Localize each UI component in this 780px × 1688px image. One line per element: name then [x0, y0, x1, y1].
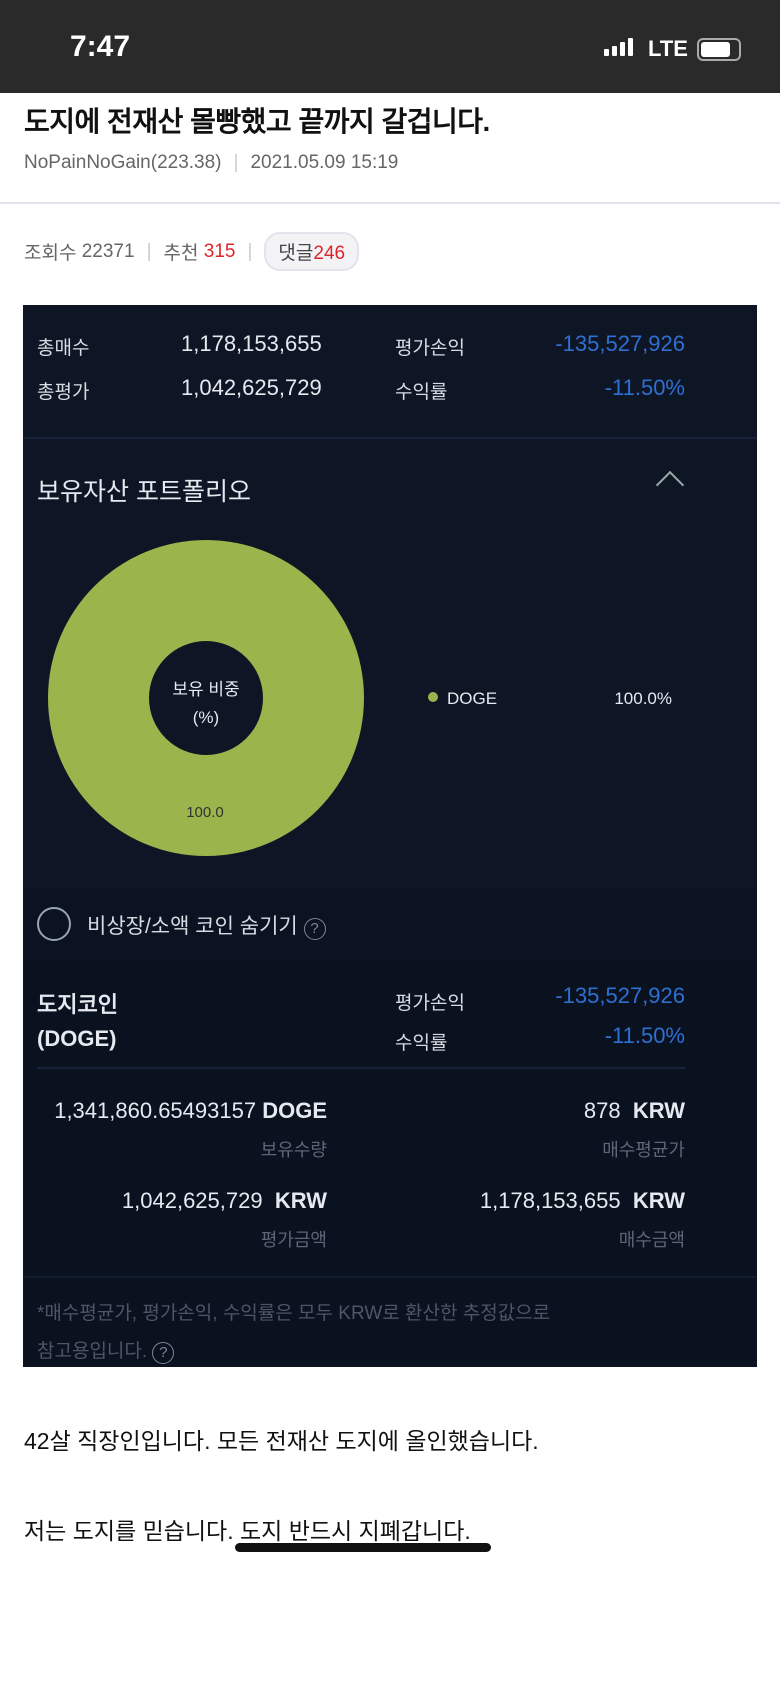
- disclaimer-line-1: *매수평균가, 평가손익, 수익률은 모두 KRW로 환산한 추정값으로: [37, 1303, 551, 1324]
- disclaimer-line-2: 참고용입니다.: [37, 1341, 148, 1362]
- coin-pnl-value: -135,527,926: [555, 983, 685, 1008]
- pnl-label: 평가손익: [395, 338, 465, 359]
- legend-percent: 100.0%: [614, 689, 672, 708]
- donut-hole: [149, 641, 263, 755]
- recommend-label: 추천: [163, 243, 199, 264]
- disclaimer: *매수평균가, 평가손익, 수익률은 모두 KRW로 환산한 추정값으로 참고용…: [37, 1295, 550, 1371]
- post-stats: 조회수 22371 | 추천 315 | 댓글246: [24, 232, 360, 271]
- help-icon[interactable]: ?: [152, 1342, 175, 1364]
- avg-number: 878: [583, 1098, 621, 1123]
- rate-value: -11.50%: [604, 375, 685, 400]
- hide-small-coins-toggle[interactable]: 비상장/소액 코인 숨기기 ?: [23, 888, 757, 960]
- slice-label: 100.0: [186, 804, 224, 821]
- post-meta: NoPainNoGain(223.38) | 2021.05.09 15:19: [24, 152, 399, 173]
- comments-button[interactable]: 댓글246: [264, 232, 360, 271]
- author[interactable]: NoPainNoGain(223.38): [24, 152, 222, 173]
- eval-number: 1,042,625,729: [121, 1188, 263, 1213]
- post-title: 도지에 전재산 몰빵했고 끝까지 갈겁니다.: [24, 106, 490, 137]
- status-bar: 7:47 LTE: [0, 0, 780, 93]
- donut-chart: 보유 비중 (%) 100.0 DOGE 100.0%: [48, 540, 672, 856]
- eval-value: 1,042,625,729 KRW: [122, 1188, 327, 1214]
- center-unit: (%): [193, 708, 219, 727]
- divider: [37, 1067, 685, 1069]
- post-date: 2021.05.09 15:19: [250, 152, 399, 173]
- qty-value: 1,341,860.65493157 DOGE: [54, 1098, 327, 1124]
- clock: 7:47: [70, 30, 131, 63]
- comments-label: 댓글: [278, 243, 314, 264]
- hide-label: 비상장/소액 코인 숨기기: [87, 915, 298, 938]
- divider: [23, 1276, 757, 1278]
- qty-label: 보유수량: [260, 1140, 327, 1160]
- views-label: 조회수: [24, 243, 77, 264]
- coin-rate-value: -11.50%: [604, 1023, 685, 1048]
- legend-dot: [428, 692, 438, 702]
- comments-count: 246: [313, 243, 346, 264]
- coin-section: 도지코인 (DOGE) 평가손익 -135,527,926 수익률 -11.50…: [23, 960, 757, 1367]
- buy-number: 1,178,153,655: [479, 1188, 621, 1213]
- recommend-count: 315: [203, 240, 236, 262]
- radio-button[interactable]: [37, 907, 71, 941]
- rate-label: 수익률: [395, 382, 448, 403]
- pnl-value: -135,527,926: [555, 331, 685, 356]
- total-buy-value: 1,178,153,655: [181, 331, 322, 356]
- avg-value: 878 KRW: [584, 1098, 685, 1124]
- coin-rate-label: 수익률: [395, 1033, 448, 1054]
- avg-label: 매수평균가: [602, 1140, 685, 1160]
- total-eval-value: 1,042,625,729: [181, 375, 322, 400]
- coin-pnl-label: 평가손익: [395, 993, 465, 1014]
- views-count: 22371: [81, 240, 135, 262]
- post-body-line: 42살 직장인입니다. 모든 전재산 도지에 올인했습니다.: [24, 1428, 539, 1454]
- qty-number: 1,341,860.65493157: [54, 1098, 257, 1123]
- avg-unit: KRW: [632, 1098, 685, 1123]
- battery-icon: [697, 38, 741, 61]
- buy-unit: KRW: [632, 1188, 685, 1213]
- home-indicator[interactable]: [235, 1543, 491, 1552]
- divider: [23, 437, 757, 439]
- buy-value: 1,178,153,655 KRW: [480, 1188, 685, 1214]
- coin-name-wrap: 도지코인 (DOGE): [37, 988, 118, 1056]
- signal-icon: [604, 38, 633, 56]
- network-label: LTE: [648, 36, 688, 61]
- chevron-up-icon[interactable]: [655, 470, 685, 500]
- center-label: 보유 비중: [172, 680, 239, 699]
- total-buy-label: 총매수: [37, 338, 90, 359]
- eval-unit: KRW: [274, 1188, 327, 1213]
- coin-name: 도지코인: [37, 992, 118, 1017]
- legend-name: DOGE: [447, 689, 497, 708]
- buy-label: 매수금액: [618, 1230, 685, 1250]
- eval-label: 평가금액: [260, 1230, 327, 1250]
- help-icon[interactable]: ?: [303, 918, 326, 940]
- post-body-line: 저는 도지를 믿습니다. 도지 반드시 지폐갑니다.: [24, 1518, 471, 1544]
- total-eval-label: 총평가: [37, 382, 90, 403]
- hide-label-wrap: 비상장/소액 코인 숨기기 ?: [87, 910, 326, 940]
- portfolio-title: 보유자산 포트폴리오: [37, 478, 251, 506]
- divider: [0, 202, 780, 204]
- portfolio-screenshot: 총매수 1,178,153,655 총평가 1,042,625,729 평가손익…: [23, 305, 757, 1367]
- coin-ticker: (DOGE): [37, 1026, 117, 1051]
- qty-unit: DOGE: [262, 1098, 327, 1123]
